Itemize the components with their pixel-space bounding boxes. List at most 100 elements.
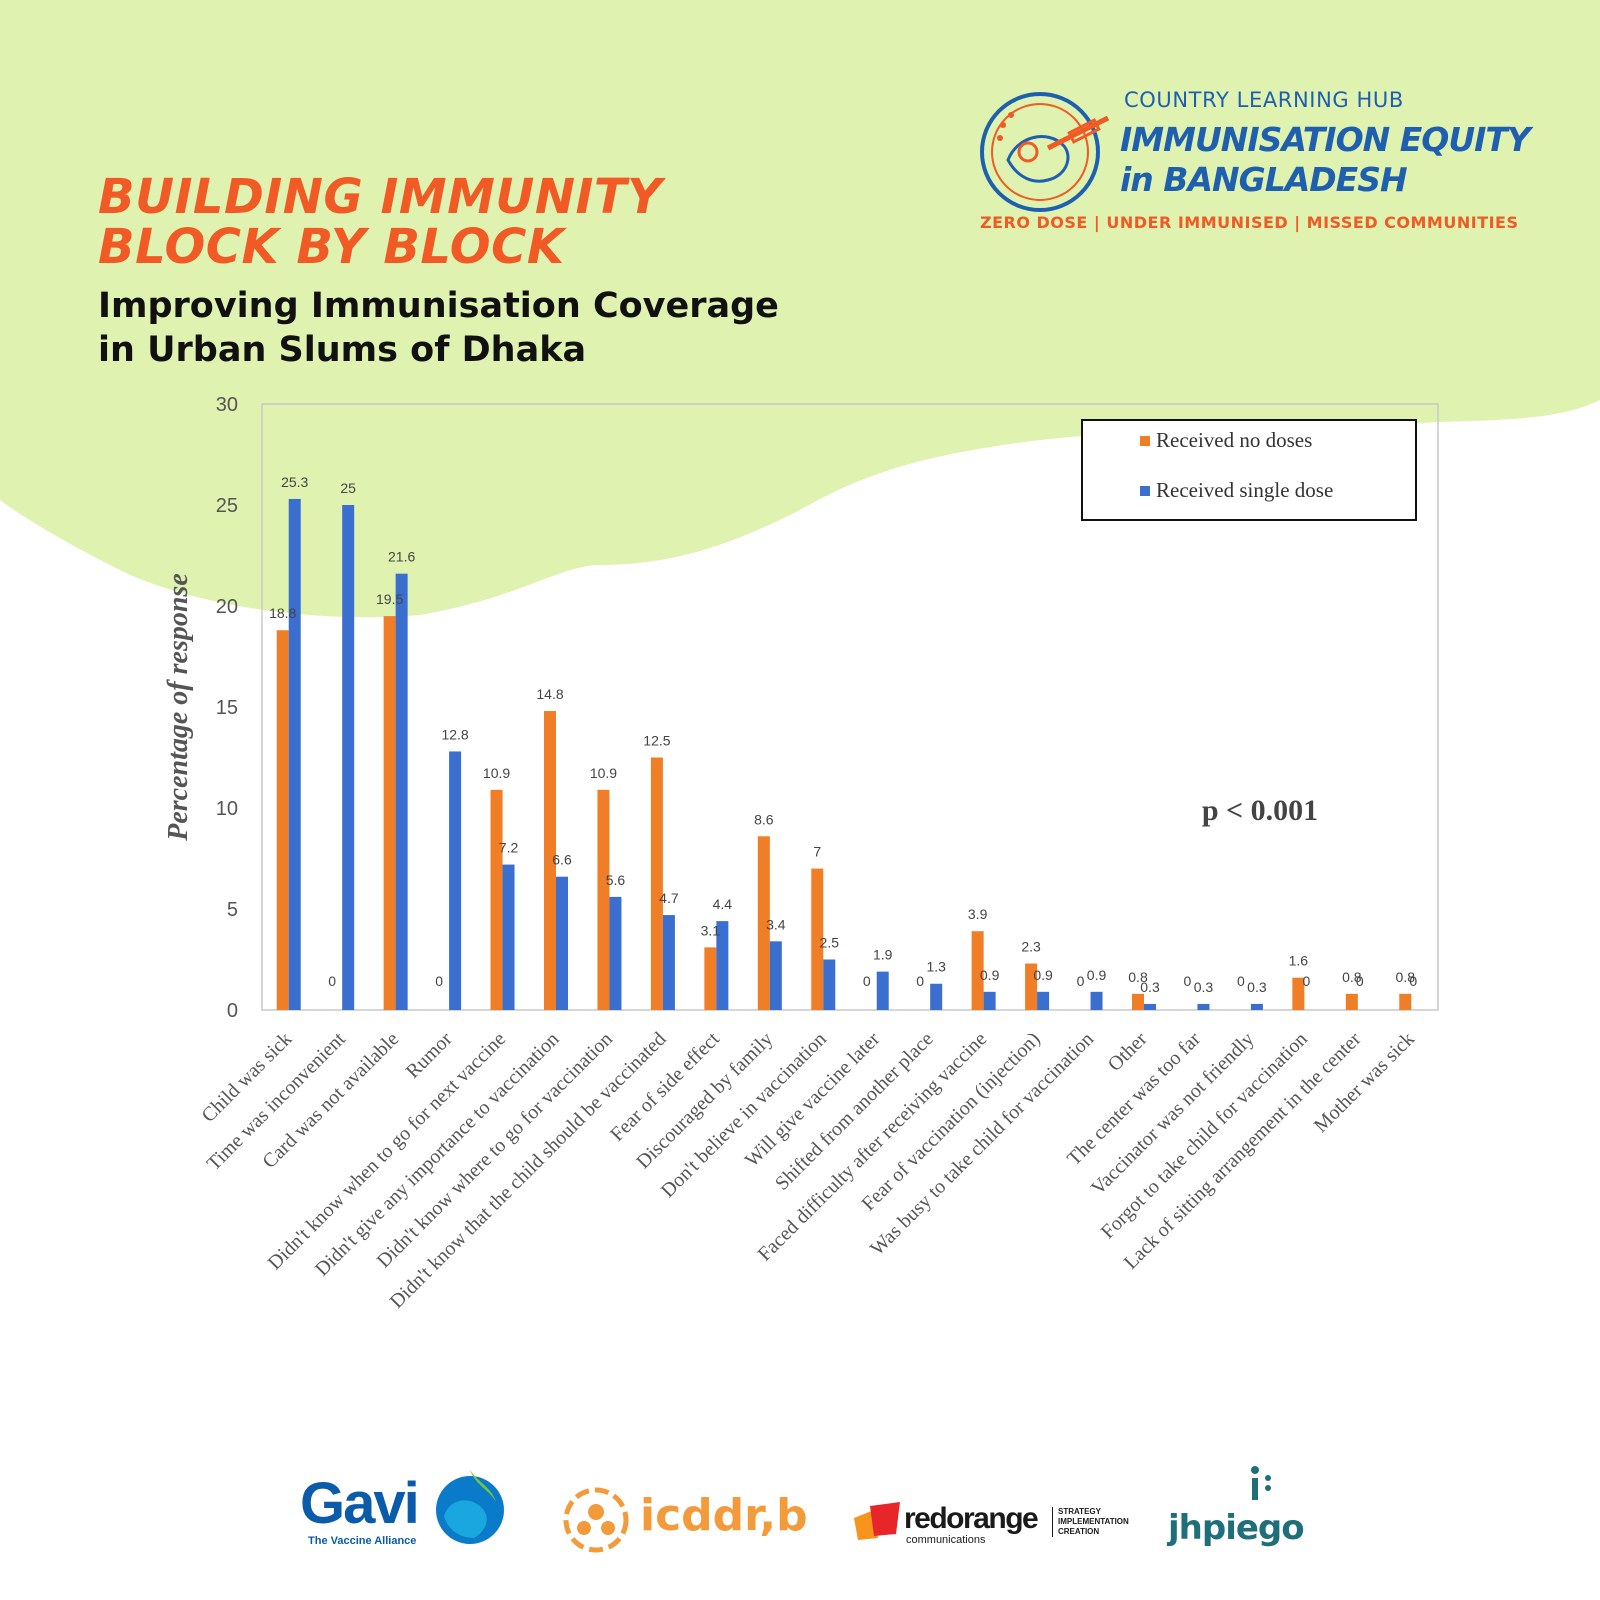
redorange-mark-icon <box>854 1502 900 1540</box>
y-tick-label-1: 5 <box>227 899 238 921</box>
gavi-logo-subtext: The Vaccine Alliance <box>308 1535 417 1547</box>
value-label-single-dose-4: 7.2 <box>499 840 519 856</box>
hub-title-line-2: in BANGLADESH <box>1120 160 1408 199</box>
value-label-single-dose-12: 1.3 <box>926 959 946 975</box>
headline: BUILDING IMMUNITY BLOCK BY BLOCK <box>98 172 662 272</box>
y-tick-label-2: 10 <box>216 798 238 820</box>
plot-area-frame <box>261 403 1439 1011</box>
value-label-no-doses-12: 0 <box>916 973 924 989</box>
hub-emblem-icon <box>980 92 1110 212</box>
bar-single-dose-9 <box>769 941 782 1010</box>
hub-title-line-1: IMMUNISATION EQUITY <box>1120 120 1531 159</box>
bar-no-doses-10 <box>811 868 824 1010</box>
x-category-label-16: Other <box>1104 1028 1152 1076</box>
value-label-single-dose-10: 2.5 <box>820 935 840 951</box>
y-tick-label-3: 15 <box>216 697 238 719</box>
value-label-no-doses-16: 0.8 <box>1128 969 1148 985</box>
gavi-globe-icon <box>436 1470 504 1544</box>
value-label-single-dose-14: 0.9 <box>1033 967 1053 983</box>
legend-box <box>1081 419 1417 521</box>
bar-no-doses-2 <box>383 616 396 1010</box>
value-label-no-doses-19: 1.6 <box>1289 953 1309 969</box>
subheadline: Improving Immunisation Coverage in Urban… <box>98 284 779 372</box>
value-label-single-dose-13: 0.9 <box>980 967 1000 983</box>
p-value-annotation: p < 0.001 <box>1202 794 1318 827</box>
hub-tagline: ZERO DOSE | UNDER IMMUNISED | MISSED COM… <box>980 213 1519 232</box>
legend-swatch-0 <box>1140 436 1150 446</box>
bar-single-dose-1 <box>342 505 355 1010</box>
value-label-no-doses-14: 2.3 <box>1021 939 1041 955</box>
value-label-no-doses-10: 7 <box>813 844 821 860</box>
value-label-single-dose-7: 4.7 <box>659 890 679 906</box>
value-label-single-dose-6: 5.6 <box>606 872 626 888</box>
hub-title-top: COUNTRY LEARNING HUB <box>1124 88 1404 112</box>
bar-single-dose-10 <box>823 959 836 1010</box>
bar-single-dose-7 <box>662 915 675 1010</box>
value-label-single-dose-2: 21.6 <box>388 549 415 565</box>
value-label-single-dose-20: 0 <box>1356 973 1364 989</box>
jhpiego-logo-text: jhpiego <box>1168 1508 1305 1548</box>
legend-swatch-1 <box>1140 486 1150 496</box>
value-label-no-doses-2: 19.5 <box>376 591 403 607</box>
jhpiego-mark-icon <box>1251 1466 1271 1500</box>
value-label-no-doses-21: 0.8 <box>1396 969 1416 985</box>
bar-no-doses-20 <box>1345 993 1358 1010</box>
value-label-single-dose-3: 12.8 <box>441 726 468 742</box>
bar-single-dose-3 <box>449 751 462 1010</box>
value-label-no-doses-6: 10.9 <box>590 765 617 781</box>
x-category-label-0: Child was sick <box>197 1028 296 1127</box>
value-label-no-doses-9: 8.6 <box>754 811 774 827</box>
value-label-single-dose-0: 25.3 <box>281 474 308 490</box>
legend-label-0: Received no doses <box>1156 428 1312 452</box>
redorange-tagline: STRATEGY IMPLEMENTATION CREATION <box>1052 1507 1129 1537</box>
bar-no-doses-0 <box>276 630 289 1010</box>
value-label-no-doses-13: 3.9 <box>968 906 988 922</box>
bar-no-doses-19 <box>1292 977 1305 1010</box>
subheadline-line-1: Improving Immunisation Coverage <box>98 286 779 326</box>
bar-no-doses-7 <box>650 757 663 1010</box>
value-label-no-doses-8: 3.1 <box>701 922 721 938</box>
y-axis-label: Percentage of response <box>163 573 194 842</box>
bar-no-doses-13 <box>971 931 984 1010</box>
redorange-tag-implementation: IMPLEMENTATION <box>1058 1517 1129 1526</box>
redorange-tag-strategy: STRATEGY <box>1058 1507 1101 1516</box>
value-label-single-dose-11: 1.9 <box>873 947 893 963</box>
value-label-no-doses-20: 0.8 <box>1342 969 1362 985</box>
redorange-logo-text: redorange <box>904 1502 1039 1535</box>
value-label-single-dose-16: 0.3 <box>1140 979 1160 995</box>
bar-single-dose-16 <box>1144 1003 1156 1010</box>
bar-no-doses-14 <box>1025 963 1038 1010</box>
y-tick-label-0: 0 <box>227 1000 238 1022</box>
bar-no-doses-5 <box>544 711 556 1010</box>
bar-single-dose-15 <box>1090 991 1103 1010</box>
icddr-logo-text: icddr,b <box>640 1490 808 1541</box>
redorange-tag-creation: CREATION <box>1058 1527 1100 1536</box>
bar-single-dose-11 <box>876 971 889 1010</box>
bar-no-doses-4 <box>490 789 503 1010</box>
bar-single-dose-0 <box>288 498 301 1010</box>
value-label-single-dose-17: 0.3 <box>1194 979 1214 995</box>
legend-label-1: Received single dose <box>1156 478 1333 502</box>
bar-single-dose-13 <box>983 991 996 1010</box>
bar-chart: 0 5 10 15 20 25 30 Percentage of response 18.8 0… <box>163 394 1439 1313</box>
bar-single-dose-8 <box>716 921 729 1010</box>
bar-no-doses-16 <box>1132 993 1144 1010</box>
bar-no-doses-8 <box>704 947 717 1010</box>
value-label-no-doses-0: 18.8 <box>269 605 296 621</box>
bar-single-dose-2 <box>395 573 408 1010</box>
subheadline-line-2: in Urban Slums of Dhaka <box>98 330 587 370</box>
value-label-single-dose-9: 3.4 <box>766 916 786 932</box>
bar-single-dose-17 <box>1197 1003 1210 1010</box>
value-label-single-dose-15: 0.9 <box>1087 967 1107 983</box>
y-tick-label-6: 30 <box>216 394 238 416</box>
bar-single-dose-4 <box>502 864 515 1010</box>
bar-single-dose-18 <box>1250 1003 1263 1010</box>
value-label-no-doses-5: 14.8 <box>536 686 563 702</box>
headline-line-2: BLOCK BY BLOCK <box>98 219 565 275</box>
y-tick-label-4: 20 <box>216 596 238 618</box>
bar-no-doses-9 <box>757 836 770 1010</box>
bar-single-dose-6 <box>609 896 622 1010</box>
value-label-single-dose-18: 0.3 <box>1247 979 1267 995</box>
bar-single-dose-14 <box>1037 991 1050 1010</box>
